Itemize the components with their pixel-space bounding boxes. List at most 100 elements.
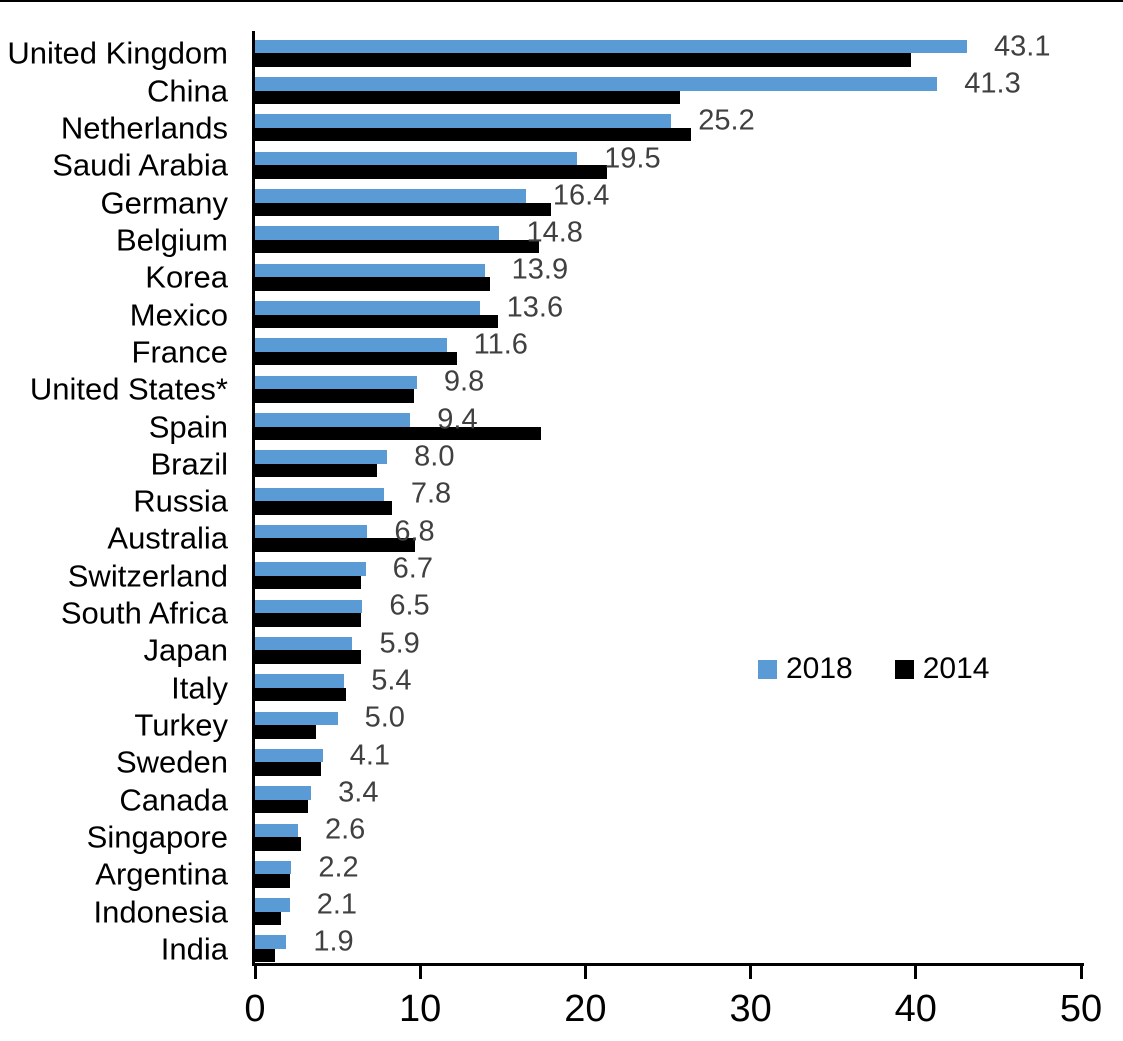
x-axis-tick-label: 30 — [729, 988, 772, 1030]
category-label: United States* — [29, 371, 228, 407]
legend-swatch-2018 — [758, 659, 777, 679]
category-label: Mexico — [129, 297, 228, 333]
category-label: Singapore — [86, 819, 228, 855]
bar-2018 — [255, 263, 485, 278]
bar-2018 — [255, 786, 312, 800]
bar-2018 — [255, 39, 967, 54]
bar-2018 — [255, 860, 292, 875]
bar-2018 — [255, 524, 368, 539]
x-axis-tick-label: 0 — [244, 988, 266, 1030]
legend-item-2014: 2014 — [894, 654, 990, 684]
value-label: 7.8 — [410, 477, 452, 510]
category-label: South Africa — [60, 595, 228, 631]
value-label: 14.8 — [526, 216, 583, 249]
x-axis-tick — [1079, 966, 1083, 979]
value-label: 16.4 — [552, 179, 610, 212]
category-label: Turkey — [134, 707, 228, 743]
category-label: Russia — [133, 483, 228, 519]
value-label: 9.8 — [443, 365, 485, 398]
category-label: France — [131, 334, 228, 370]
bar-2018 — [255, 450, 388, 464]
x-axis-tick-label: 40 — [894, 988, 937, 1030]
category-label: Brazil — [150, 446, 228, 482]
value-label: 13.9 — [511, 253, 569, 286]
value-label: 25.2 — [698, 104, 755, 137]
bar-2018 — [255, 375, 417, 390]
value-label: 3.4 — [338, 776, 379, 809]
x-axis-tick — [749, 966, 753, 979]
category-label: Netherlands — [60, 110, 228, 146]
bar-2018 — [255, 338, 447, 352]
bar-2018 — [255, 413, 411, 427]
x-axis-tick — [914, 966, 918, 979]
category-label: Korea — [145, 259, 228, 295]
bar-2014 — [255, 911, 282, 926]
bar-2014 — [255, 837, 302, 851]
bar-2014 — [255, 202, 551, 217]
x-axis-tick — [253, 966, 257, 979]
bar-2018 — [255, 189, 526, 203]
category-label: Japan — [143, 632, 228, 668]
value-label: 4.1 — [349, 739, 391, 772]
bar-2018 — [255, 636, 353, 651]
bar-2014 — [255, 799, 308, 814]
x-axis-tick-label: 50 — [1059, 988, 1103, 1030]
category-label: Belgium — [116, 222, 228, 258]
value-label: 6.5 — [389, 589, 430, 622]
value-label: 6.7 — [392, 552, 433, 585]
value-label: 5.0 — [364, 701, 405, 734]
x-axis-tick — [583, 966, 587, 979]
bar-2014 — [255, 90, 680, 105]
bar-2018 — [255, 151, 578, 166]
value-label: 5.4 — [371, 664, 412, 697]
category-label: India — [160, 931, 228, 967]
y-axis-line — [252, 31, 255, 966]
x-axis-line — [252, 963, 1084, 966]
bar-2018 — [255, 823, 298, 838]
value-label: 1.9 — [313, 925, 354, 958]
bar-2014 — [255, 165, 607, 179]
bar-2014 — [255, 613, 361, 627]
category-label: Sweden — [115, 744, 228, 780]
bar-2014 — [255, 389, 414, 403]
bar-2018 — [255, 935, 287, 949]
bar-2014 — [255, 277, 490, 291]
bar-2018 — [255, 898, 290, 912]
bar-2014 — [255, 53, 911, 67]
legend: 2018 2014 — [758, 654, 990, 684]
category-label: Canada — [119, 782, 228, 818]
bar-2014 — [255, 239, 540, 254]
bar-2014 — [255, 426, 541, 440]
bar-2014 — [255, 650, 361, 664]
legend-label-2018: 2018 — [786, 652, 853, 685]
bar-2014 — [255, 725, 317, 739]
bar-2014 — [255, 314, 498, 329]
legend-item-2018: 2018 — [758, 654, 853, 684]
value-label: 43.1 — [994, 30, 1051, 63]
bar-2018 — [255, 226, 500, 240]
bar-2014 — [255, 762, 322, 776]
category-label: China — [147, 73, 228, 109]
bar-2018 — [255, 748, 323, 763]
category-label: Australia — [107, 520, 228, 556]
legend-swatch-2014 — [894, 659, 914, 679]
category-label: Switzerland — [67, 558, 228, 594]
bar-2018 — [255, 114, 672, 128]
value-label: 8.0 — [414, 440, 455, 473]
value-label: 6.8 — [394, 515, 435, 548]
value-label: 19.5 — [604, 142, 661, 174]
x-axis-tick-label: 20 — [564, 988, 607, 1030]
x-axis-tick — [418, 966, 422, 979]
top-border-rule — [0, 0, 1123, 2]
value-label: 13.6 — [506, 291, 564, 324]
value-label: 2.6 — [324, 813, 366, 846]
category-label: Argentina — [95, 856, 228, 892]
category-label: Indonesia — [93, 894, 228, 930]
bar-2014 — [255, 501, 393, 515]
bar-2018 — [255, 674, 345, 688]
category-label: Germany — [100, 185, 228, 221]
bar-2014 — [255, 874, 290, 888]
value-label: 11.6 — [473, 328, 528, 361]
bar-2018 — [255, 711, 338, 726]
